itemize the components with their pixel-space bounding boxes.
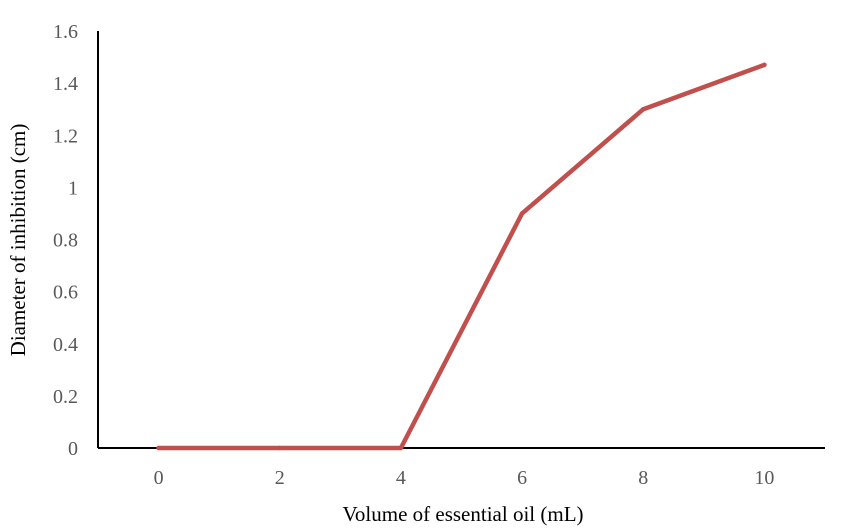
y-tick-labels: 0 0.2 0.4 0.6 0.8 1 1.2 1.4 1.6 bbox=[53, 21, 78, 460]
x-axis-title: Volume of essential oil (mL) bbox=[342, 502, 583, 526]
y-tick-label: 0.4 bbox=[53, 334, 78, 356]
y-tick-label: 0.2 bbox=[53, 386, 78, 408]
y-axis-title: Diameter of inhibition (cm) bbox=[6, 124, 30, 357]
y-tick-label: 1.4 bbox=[53, 73, 78, 95]
y-tick-label: 1.2 bbox=[53, 125, 78, 147]
data-point bbox=[762, 62, 767, 68]
data-point bbox=[519, 211, 525, 216]
x-tick-labels: 0 2 4 6 8 10 bbox=[154, 467, 775, 489]
data-point bbox=[277, 445, 282, 451]
x-tick-label: 2 bbox=[275, 467, 285, 489]
data-point bbox=[156, 445, 161, 451]
x-tick-label: 8 bbox=[638, 467, 648, 489]
y-tick-label: 0.8 bbox=[53, 230, 78, 252]
x-tick-label: 6 bbox=[517, 467, 527, 489]
data-point bbox=[398, 445, 404, 451]
x-tick-label: 4 bbox=[396, 467, 406, 489]
y-tick-label: 1 bbox=[68, 177, 78, 199]
data-point bbox=[641, 106, 646, 112]
series-line bbox=[156, 62, 767, 451]
x-tick-label: 0 bbox=[154, 467, 164, 489]
data-series bbox=[156, 62, 767, 451]
y-tick-label: 0 bbox=[68, 438, 78, 460]
y-tick-label: 0.6 bbox=[53, 282, 78, 304]
y-tick-label: 1.6 bbox=[53, 21, 78, 43]
x-tick-label: 10 bbox=[754, 467, 774, 489]
